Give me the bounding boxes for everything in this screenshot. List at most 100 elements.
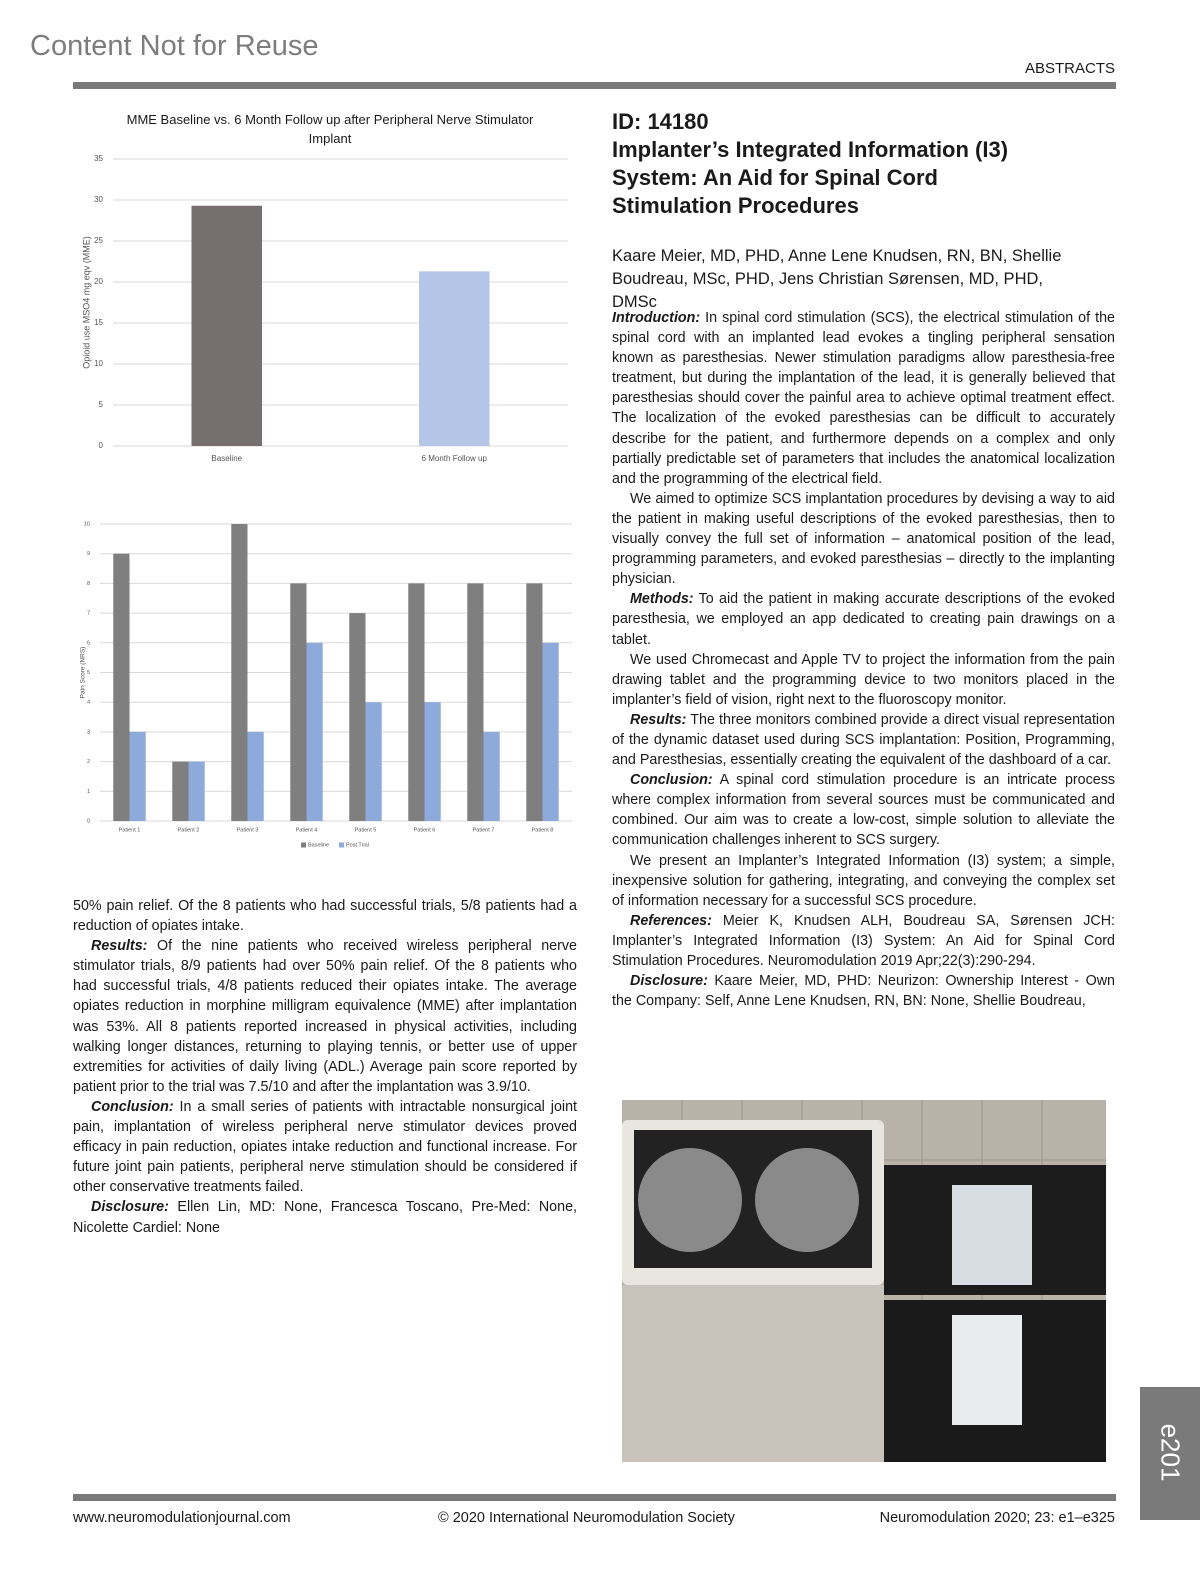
bar bbox=[231, 524, 248, 821]
paragraph-text: 50% pain relief. Of the 8 patients who h… bbox=[73, 898, 577, 935]
paragraph: Conclusion: A spinal cord stimulation pr… bbox=[612, 770, 1115, 850]
footer-rule bbox=[73, 1494, 1116, 1501]
paragraph: Disclosure: Kaare Meier, MD, PHD: Neuriz… bbox=[612, 971, 1115, 1011]
paragraph: Results: The three monitors combined pro… bbox=[612, 710, 1115, 770]
bar bbox=[418, 271, 490, 446]
paragraph-text: Meier K, Knudsen ALH, Boudreau SA, Søren… bbox=[612, 912, 1115, 969]
chart: 0 1 2 3 4 5 6 7 8 9 10 Pain Score (NRS) Patient 1 Pat… bbox=[80, 521, 572, 848]
article-title: Implanter’s Integrated Information (I3) … bbox=[612, 137, 1009, 218]
bar bbox=[290, 583, 307, 821]
paragraph: Introduction: In spinal cord stimulation… bbox=[612, 308, 1115, 489]
paragraph-text: To aid the patient in making accurate de… bbox=[612, 591, 1115, 648]
bar bbox=[542, 642, 559, 821]
photo bbox=[622, 1100, 1106, 1462]
y-tick-label: 0 bbox=[87, 818, 90, 824]
y-tick-label: 0 bbox=[99, 441, 104, 450]
paragraph-lead: References: bbox=[630, 912, 712, 929]
paragraph-text: We present an Implanter’s Integrated Inf… bbox=[612, 852, 1115, 909]
y-tick-label: 9 bbox=[87, 551, 90, 557]
legend-swatch bbox=[339, 842, 344, 848]
paragraph-lead: Conclusion: bbox=[630, 772, 713, 789]
y-tick-label: 5 bbox=[99, 400, 104, 409]
paragraph: Methods: To aid the patient in making ac… bbox=[612, 589, 1115, 649]
y-tick-label: 2 bbox=[87, 759, 90, 765]
paragraph-text: The three monitors combined provide a di… bbox=[612, 711, 1115, 769]
paragraph: References: Meier K, Knudsen ALH, Boudre… bbox=[612, 911, 1115, 971]
bar bbox=[306, 642, 323, 821]
bar bbox=[349, 613, 366, 821]
paragraph-lead: Disclosure: bbox=[91, 1199, 169, 1216]
paragraph: We aimed to optimize SCS implantation pr… bbox=[612, 489, 1115, 589]
paragraph-text: Ellen Lin, MD: None, Francesca Toscano, … bbox=[73, 1199, 577, 1236]
y-tick-label: 10 bbox=[94, 359, 103, 368]
y-tick-label: 15 bbox=[94, 318, 103, 327]
paragraph-lead: Disclosure: bbox=[630, 973, 708, 990]
paragraph: Conclusion: In a small series of patient… bbox=[73, 1097, 577, 1197]
y-tick-label: 7 bbox=[87, 611, 90, 617]
x-tick-label: Patient 2 bbox=[178, 827, 200, 833]
footer-citation: Neuromodulation 2020; 23: e1–e325 bbox=[879, 1510, 1115, 1526]
footer-copyright: © 2020 International Neuromodulation Soc… bbox=[438, 1510, 735, 1526]
paragraph: Disclosure: Ellen Lin, MD: None, Frances… bbox=[73, 1197, 577, 1237]
x-tick-label: Patient 6 bbox=[414, 827, 436, 833]
y-tick-label: 20 bbox=[94, 277, 103, 286]
y-tick-label: 3 bbox=[87, 729, 90, 735]
x-tick-label: Patient 4 bbox=[296, 827, 318, 833]
y-axis-label: Pain Score (NRS) bbox=[80, 647, 87, 699]
y-tick-label: 10 bbox=[84, 521, 90, 527]
paragraph-text: Of the nine patients who received wirele… bbox=[73, 938, 577, 1095]
footer-website: www.neuromodulationjournal.com bbox=[73, 1510, 291, 1526]
article-authors: Kaare Meier, MD, PHD, Anne Lene Knudsen,… bbox=[612, 247, 1062, 311]
watermark: Content Not for Reuse bbox=[30, 30, 319, 62]
y-tick-label: 4 bbox=[87, 700, 90, 706]
chart: 0 5 10 15 20 25 30 35 Opioid use MSO4 mg eqv (MM… bbox=[81, 154, 568, 463]
section-label: ABSTRACTS bbox=[1024, 60, 1115, 77]
bar bbox=[408, 583, 425, 821]
x-tick-label: Patient 3 bbox=[237, 827, 259, 833]
paragraph-lead: Results: bbox=[630, 711, 687, 728]
paragraph-lead: Methods: bbox=[630, 591, 694, 608]
paragraph: We used Chromecast and Apple TV to proje… bbox=[612, 650, 1115, 710]
header-rule bbox=[73, 82, 1116, 89]
chart-title: MME Baseline vs. 6 Month Follow up after… bbox=[126, 112, 534, 146]
x-tick-label: 6 Month Follow up bbox=[422, 454, 488, 463]
y-tick-label: 35 bbox=[94, 154, 103, 163]
y-tick-label: 8 bbox=[87, 581, 90, 587]
bar bbox=[188, 761, 205, 821]
y-tick-label: 1 bbox=[87, 789, 90, 795]
y-axis-label: Opioid use MSO4 mg eqv (MME) bbox=[81, 236, 91, 369]
bar bbox=[467, 583, 484, 821]
page-number: e201 bbox=[1155, 1423, 1186, 1482]
page-tab: e201 bbox=[1140, 1387, 1200, 1520]
paragraph-lead: Conclusion: bbox=[91, 1098, 174, 1115]
bar bbox=[247, 731, 264, 821]
bar bbox=[191, 205, 263, 446]
paragraph: Results: Of the nine patients who receiv… bbox=[73, 936, 577, 1097]
bar bbox=[424, 702, 441, 821]
paragraph-lead: Results: bbox=[91, 938, 148, 955]
legend-label: Post Trial bbox=[346, 842, 369, 848]
bar bbox=[365, 702, 382, 821]
bar bbox=[129, 731, 146, 821]
article-id: ID: 14180 bbox=[612, 109, 709, 134]
left-column: 50% pain relief. Of the 8 patients who h… bbox=[73, 896, 577, 1238]
paragraph-text: In a small series of patients with intra… bbox=[73, 1098, 577, 1196]
paragraph: We present an Implanter’s Integrated Inf… bbox=[612, 851, 1115, 911]
bar bbox=[172, 761, 189, 821]
paragraph-text: In spinal cord stimulation (SCS), the el… bbox=[612, 310, 1115, 487]
y-tick-label: 5 bbox=[87, 670, 90, 676]
bar bbox=[526, 583, 543, 821]
paragraph-text: We aimed to optimize SCS implantation pr… bbox=[612, 490, 1115, 588]
x-tick-label: Patient 8 bbox=[532, 827, 554, 833]
x-tick-label: Patient 5 bbox=[355, 827, 377, 833]
legend-label: Baseline bbox=[308, 842, 329, 848]
y-tick-label: 30 bbox=[94, 195, 103, 204]
paragraph-text: A spinal cord stimulation procedure is a… bbox=[612, 772, 1115, 849]
x-tick-label: Patient 7 bbox=[473, 827, 495, 833]
bar bbox=[483, 731, 500, 821]
paragraph-lead: Introduction: bbox=[612, 310, 701, 326]
x-tick-label: Patient 1 bbox=[119, 827, 141, 833]
x-tick-label: Baseline bbox=[211, 454, 242, 463]
paragraph-text: Kaare Meier, MD, PHD: Neurizon: Ownershi… bbox=[612, 973, 1115, 1010]
